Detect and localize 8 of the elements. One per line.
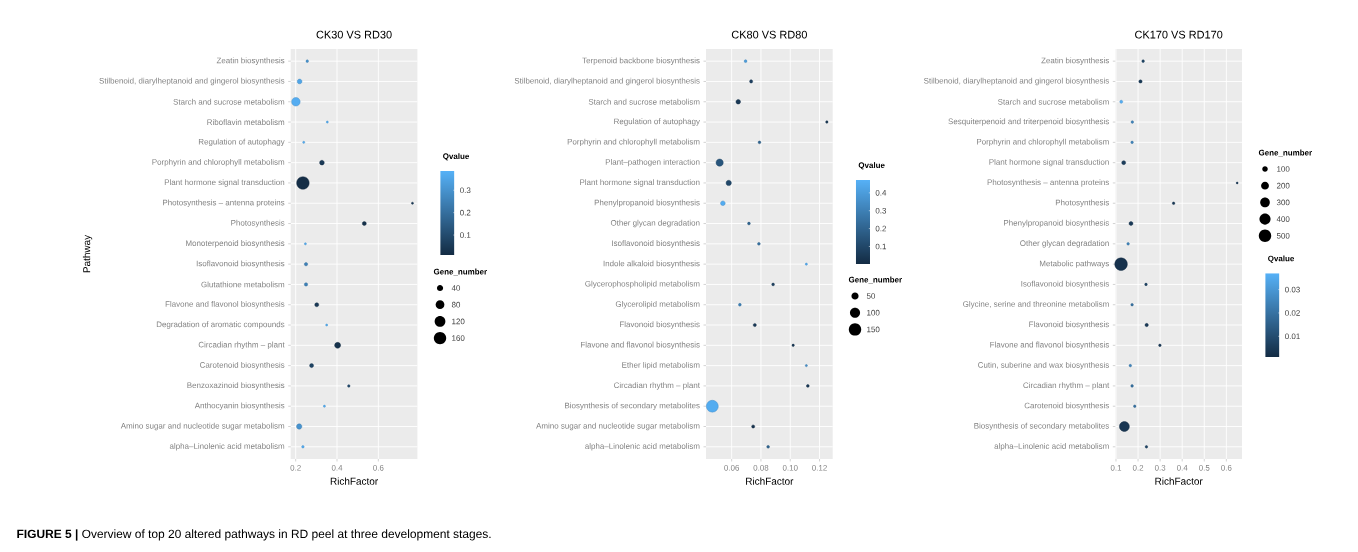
text: FIGURE 5 | Overview of top 20 altered pathways in RD peel at three development stages. — [17, 529, 491, 541]
chart-title: CK80 VS RD80 — [731, 30, 807, 39]
x-axis-title: RichFactor — [330, 477, 378, 485]
chart-title: CK30 VS RD30 — [316, 30, 392, 39]
x-axis-title: RichFactor — [746, 477, 794, 485]
chart-title: CK170 VS RD170 — [1135, 30, 1223, 39]
x-axis-title: RichFactor — [1155, 477, 1203, 485]
y-axis-title: Pathway — [82, 234, 93, 273]
